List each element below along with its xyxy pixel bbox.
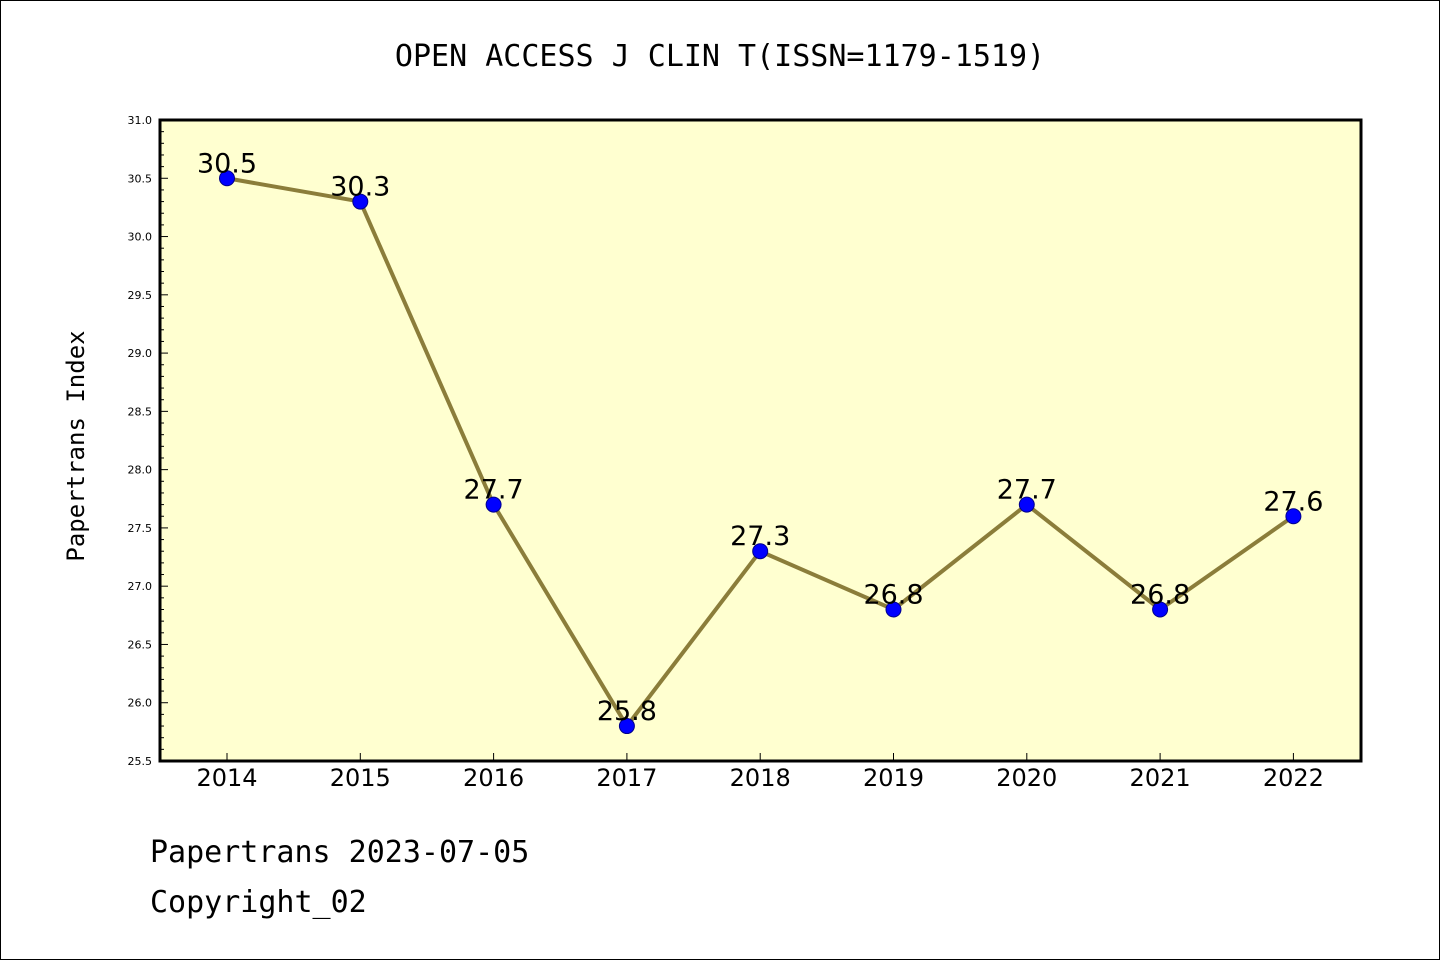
x-axis: 2014 2015 2016 2017 2018 2019 2020 2021 2022 <box>196 753 1324 792</box>
y-tick-label: 27.5 <box>128 522 153 535</box>
y-tick-label: 25.5 <box>128 755 153 768</box>
y-tick-label: 27.0 <box>128 580 153 593</box>
data-point <box>752 543 769 560</box>
data-label: 30.5 <box>197 148 257 179</box>
source-date-text: Papertrans 2023-07-05 <box>150 835 530 870</box>
x-tick-label: 2021 <box>1130 764 1191 792</box>
data-point <box>352 193 369 210</box>
x-tick-label: 2018 <box>730 764 791 792</box>
data-label: 26.8 <box>1130 579 1190 610</box>
y-axis: 25.5 26.0 26.5 27.0 27.5 28.0 28.5 29.0 29.5 30.0… <box>128 114 168 768</box>
x-tick-label: 2019 <box>863 764 924 792</box>
y-tick-label: 28.5 <box>128 405 153 418</box>
data-label: 27.3 <box>730 521 790 552</box>
chart-title: OPEN ACCESS J CLIN T(ISSN=1179-1519) <box>395 39 1045 74</box>
data-label: 27.7 <box>997 475 1057 506</box>
y-tick-label: 28.0 <box>128 464 153 477</box>
data-point <box>618 718 635 735</box>
y-tick-label: 29.0 <box>128 347 153 360</box>
x-tick-label: 2017 <box>596 764 657 792</box>
y-tick-label: 26.5 <box>128 638 153 651</box>
data-label: 27.7 <box>464 475 524 506</box>
data-points <box>219 170 1302 735</box>
x-tick-label: 2016 <box>463 764 524 792</box>
data-label: 27.6 <box>1263 486 1323 517</box>
data-point <box>485 496 502 513</box>
x-tick-label: 2020 <box>996 764 1057 792</box>
y-tick-label: 30.0 <box>128 231 153 244</box>
data-point <box>219 170 235 187</box>
x-tick-label: 2014 <box>196 764 257 792</box>
y-tick-label: 31.0 <box>128 114 153 127</box>
data-point <box>1018 496 1035 513</box>
y-axis-label: Papertrans Index <box>62 330 90 561</box>
x-tick-label: 2022 <box>1263 764 1324 792</box>
data-point <box>1152 601 1169 618</box>
data-point <box>1285 508 1302 525</box>
data-point <box>885 601 902 618</box>
data-label: 30.3 <box>330 172 390 203</box>
y-tick-label: 30.5 <box>128 172 153 185</box>
data-labels: 30.5 30.3 27.7 25.8 27.3 26.8 27.7 26.8 27.6 <box>197 148 1324 727</box>
y-tick-label: 26.0 <box>128 697 153 710</box>
y-tick-label: 29.5 <box>128 289 153 302</box>
data-label: 26.8 <box>863 579 923 610</box>
data-label: 25.8 <box>597 696 657 727</box>
plot-area <box>158 118 1363 763</box>
x-tick-label: 2015 <box>330 764 391 792</box>
copyright-text: Copyright_02 <box>150 885 367 920</box>
